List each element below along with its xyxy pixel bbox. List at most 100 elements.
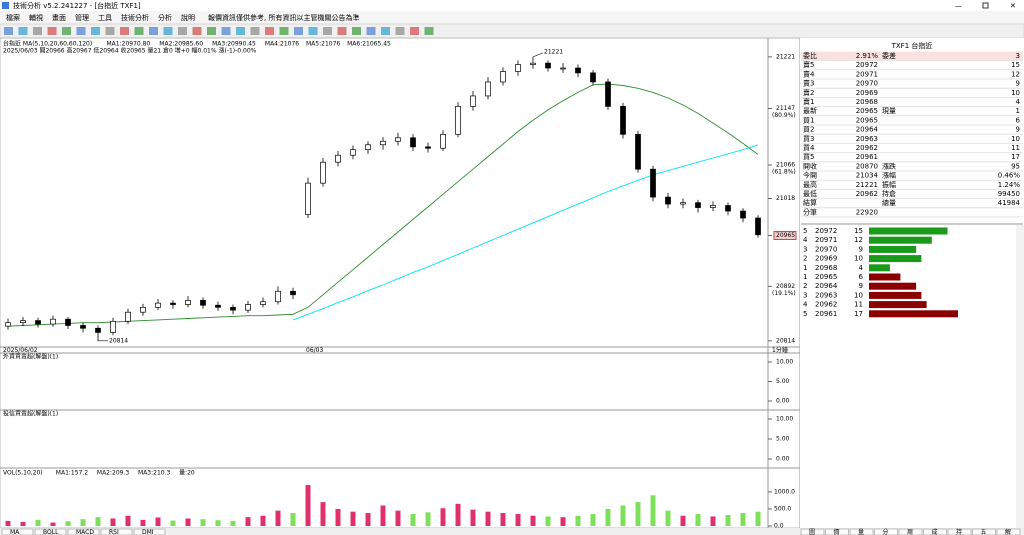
quote-label: 賣1 [803, 97, 814, 106]
quote-label: 總量 [882, 198, 896, 207]
book-level: 3 [803, 245, 807, 253]
volume-bar [200, 519, 206, 526]
legend-item: MA2:209.3 [97, 470, 129, 477]
tool-button[interactable] [105, 27, 115, 35]
tab[interactable] [996, 528, 1021, 535]
tab-label: 持 [956, 528, 962, 535]
menu-item[interactable]: 分析 [158, 13, 172, 22]
tool-button[interactable] [192, 27, 202, 35]
volume-bar [245, 517, 251, 526]
volume-bar [290, 513, 296, 526]
tab-label: 量 [858, 529, 864, 535]
quote-value: 20965 [856, 107, 878, 115]
tool-button[interactable] [279, 27, 289, 35]
volume-bar [20, 521, 26, 526]
legend-item: MA5:21076 [306, 41, 340, 48]
tool-button[interactable] [337, 27, 347, 35]
tab[interactable] [1, 528, 34, 535]
y-tick-label: 21147 [776, 105, 795, 112]
candle-body [575, 67, 581, 74]
quote-value: 4 [1016, 98, 1021, 106]
volume-bar [110, 518, 116, 526]
volume-bar [500, 513, 506, 526]
tool-button[interactable] [424, 27, 434, 35]
y-tick-label: 0.0 [774, 523, 784, 530]
quote-label: 買1 [803, 116, 814, 124]
tab[interactable] [100, 528, 133, 535]
tool-button[interactable] [91, 27, 100, 35]
quote-value: 20963 [856, 135, 878, 143]
quote-label: 賣3 [803, 79, 814, 88]
tab[interactable] [898, 528, 923, 535]
tool-button[interactable] [62, 27, 71, 35]
minimize-button[interactable]: — [955, 2, 962, 10]
candle-body [80, 325, 86, 329]
volume-bar [455, 503, 461, 526]
quote-value: 0.46% [998, 172, 1021, 180]
quote-label: 買2 [803, 126, 814, 134]
tool-button[interactable] [395, 27, 405, 35]
panel-title: 外資買賣超(解盤)(1) [3, 353, 58, 361]
tool-button[interactable] [120, 27, 129, 35]
candle-body [410, 137, 416, 148]
tool-button[interactable] [323, 27, 332, 35]
volume-bar [665, 510, 671, 526]
tool-button[interactable] [381, 27, 390, 35]
tab[interactable] [34, 528, 67, 535]
book-bar [869, 245, 917, 253]
volume-bar [320, 502, 326, 526]
tool-button[interactable] [221, 27, 231, 35]
tab[interactable] [874, 528, 898, 535]
menu-item[interactable]: 畫面 [52, 13, 66, 22]
candle-body [140, 306, 146, 313]
y-tick-label: 10.00 [776, 416, 793, 423]
tool-button[interactable] [4, 27, 13, 35]
tab[interactable] [800, 528, 825, 535]
tab[interactable] [67, 528, 100, 535]
volume-bar [725, 515, 731, 526]
tool-button[interactable] [178, 27, 187, 35]
volume-bar [125, 515, 131, 526]
tool-button[interactable] [207, 27, 216, 35]
tool-button[interactable] [410, 27, 419, 35]
tool-button[interactable] [18, 27, 28, 35]
tool-button[interactable] [76, 27, 86, 35]
tool-button[interactable] [308, 27, 318, 35]
tool-button[interactable] [250, 27, 260, 35]
menu-item[interactable]: 工具 [98, 14, 112, 22]
menu-item[interactable]: 管理 [75, 13, 89, 22]
book-qty: 17 [854, 310, 863, 318]
ohlc-info: 2025/06/03 開20966 高20967 低20964 收20965 量… [3, 47, 257, 55]
tool-button[interactable] [163, 27, 173, 35]
book-level: 5 [803, 310, 807, 318]
tab[interactable] [923, 528, 947, 535]
volume-bar [680, 515, 686, 526]
tool-button[interactable] [149, 27, 158, 35]
menu-item[interactable]: 技術分析 [121, 13, 149, 22]
candle-body [515, 64, 521, 72]
menu-item[interactable]: 輔視 [29, 13, 43, 22]
tool-button[interactable] [265, 27, 274, 35]
tool-button[interactable] [236, 27, 245, 35]
tool-button[interactable] [33, 27, 42, 35]
menu-item[interactable]: 說明 [181, 13, 195, 22]
tool-button[interactable] [47, 27, 57, 35]
tab[interactable] [133, 528, 166, 535]
tab[interactable] [947, 528, 972, 535]
close-button[interactable]: ✕ [1010, 2, 1016, 10]
tool-button[interactable] [134, 27, 144, 35]
tool-button[interactable] [294, 27, 303, 35]
scrollbar[interactable] [1016, 225, 1024, 528]
menu-item[interactable]: 檔案 [6, 13, 20, 22]
maximize-button[interactable] [982, 2, 989, 9]
tab[interactable] [825, 528, 849, 535]
tab[interactable] [849, 528, 874, 535]
tab[interactable] [972, 528, 996, 535]
fib-label: (80.9%) [772, 112, 796, 119]
tool-button[interactable] [352, 27, 361, 35]
tool-button[interactable] [366, 27, 376, 35]
candle-body [500, 71, 506, 83]
candle-body [290, 290, 296, 296]
quote-value: 10 [1011, 135, 1020, 143]
